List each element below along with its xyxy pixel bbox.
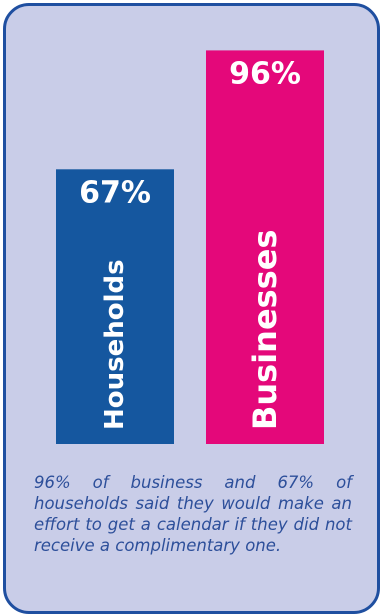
bar-value-label-businesses: 96%: [229, 56, 301, 91]
bar-businesses: [206, 50, 324, 445]
bar-category-label-households: Households: [100, 259, 130, 430]
bar-value-label-households: 67%: [79, 175, 151, 210]
bar-category-label-businesses: Businesses: [246, 229, 284, 430]
chart-caption: 96% of business and 67% of households sa…: [34, 473, 352, 555]
bar-households: [56, 169, 174, 445]
